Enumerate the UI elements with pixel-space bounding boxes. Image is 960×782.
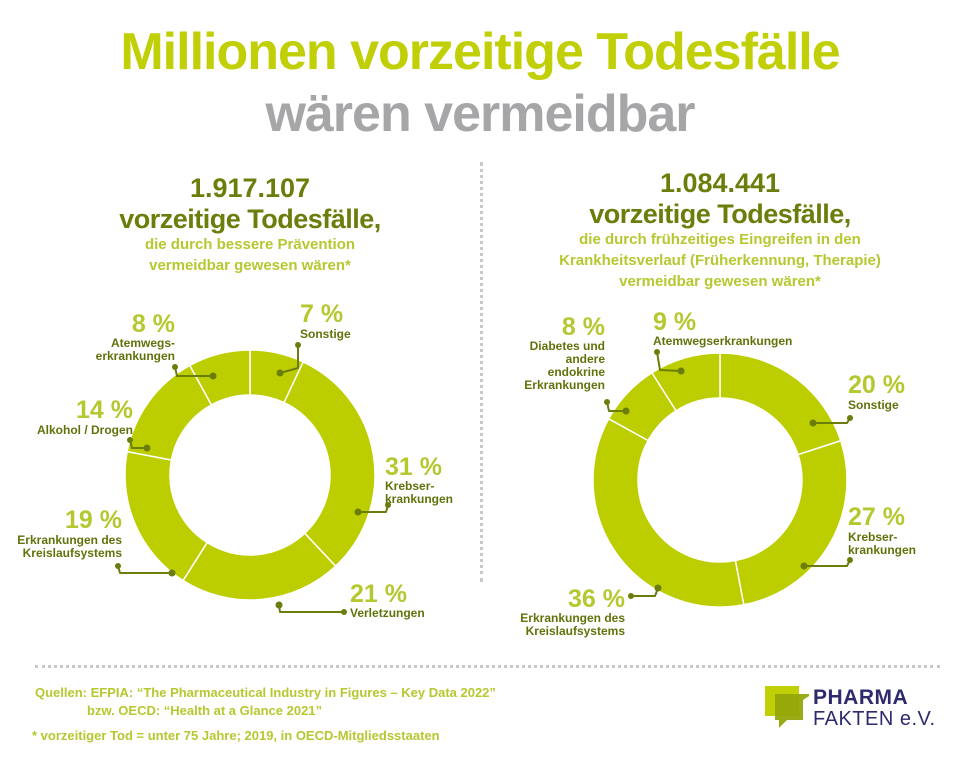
leader-dot (628, 593, 634, 599)
donut-segment-krebserkrankungen (283, 360, 376, 568)
leader-dot (341, 609, 347, 615)
sources-line-1: Quellen: EFPIA: “The Pharmaceutical Indu… (35, 685, 496, 700)
leader-dot (800, 562, 808, 570)
sources: Quellen: EFPIA: “The Pharmaceutical Indu… (35, 684, 496, 720)
donut-segment-erkrankungen-des-kreislaufsystems (124, 450, 209, 582)
slice-category-label: Kreislaufsystems (23, 546, 123, 560)
right-count: 1.084.441 (659, 168, 781, 198)
slice-category-label: krankungen (848, 543, 916, 557)
slice-category-label: krankungen (385, 492, 453, 506)
leader-dot (847, 415, 853, 421)
leader-dot (143, 444, 151, 452)
leader-line (606, 401, 626, 412)
slice-percent-label: 20 % (848, 371, 905, 399)
leader-line (174, 366, 213, 377)
donut-segment-sonstige (719, 352, 842, 456)
left-count: 1.917.107 (189, 173, 311, 203)
slice-category-label: Erkrankungen des (520, 611, 625, 625)
leader-dot (127, 437, 133, 443)
slice-percent-label: 19 % (65, 506, 122, 534)
slice-category-label: Sonstige (848, 398, 899, 412)
leader-dot (275, 601, 283, 609)
slice-percent-label: 9 % (653, 308, 696, 336)
leader-dot (847, 557, 853, 563)
donut-segment-krebserkrankungen (734, 439, 848, 606)
title-line-1: Millionen vorzeitige Todesfälle (120, 23, 840, 81)
leader-dot (677, 367, 685, 375)
right-subtitle-1: die durch frühzeitiges Eingreifen in den (579, 231, 861, 248)
footnote: * vorzeitiger Tod = unter 75 Jahre; 2019… (32, 728, 440, 743)
slice-category-label: Atemwegs- (111, 336, 175, 350)
slice-category-label: Atemwegserkrankungen (653, 334, 792, 348)
slice-category-label: erkrankungen (96, 349, 175, 363)
leader-dot (385, 502, 391, 508)
left-subtitle-2: vermeidbar gewesen wären* (149, 257, 351, 274)
sources-line-2: bzw. OECD: “Health at a Glance 2021” (87, 703, 323, 718)
slice-category-label: Kreislaufsystems (526, 624, 626, 638)
leader-line (117, 565, 172, 574)
left-panel-header: 1.917.107 vorzeitige Todesfälle, die dur… (40, 172, 460, 276)
leader-dot (604, 399, 610, 405)
right-subtitle-3: vermeidbar gewesen wären* (619, 273, 821, 290)
slice-percent-label: 21 % (350, 580, 407, 608)
slice-category-label: endokrine (548, 365, 606, 379)
speech-bubbles-icon (765, 686, 809, 728)
slice-category-label: Erkrankungen des (17, 533, 122, 547)
slice-percent-label: 7 % (300, 300, 343, 328)
logo-text-pharma: PHARMA (813, 686, 909, 709)
slice-category-label: Erkrankungen (524, 378, 605, 392)
leader-dot (276, 369, 284, 377)
slice-percent-label: 8 % (562, 313, 605, 341)
right-subtitle-2: Krankheitsverlauf (Früherkennung, Therap… (559, 252, 881, 269)
slice-category-label: Verletzungen (350, 606, 425, 620)
slice-percent-label: 27 % (848, 503, 905, 531)
slice-category-label: Diabetes und (530, 339, 605, 353)
leader-line (278, 604, 344, 613)
leader-dot (115, 563, 121, 569)
slice-percent-label: 36 % (568, 585, 625, 613)
leader-dot (622, 407, 630, 415)
slice-category-label: Alkohol / Drogen (37, 423, 133, 437)
leader-dot (654, 349, 660, 355)
logo-text-fakten: FAKTEN e.V. (813, 708, 936, 730)
left-count-label: vorzeitige Todesfälle, (119, 204, 381, 234)
slice-category-label: Krebser- (848, 530, 897, 544)
donut-segment-atemwegserkrankungen (650, 352, 721, 412)
leader-dot (354, 508, 362, 516)
slice-category-label: Krebser- (385, 479, 434, 493)
leader-line (279, 345, 299, 374)
title-line-2: wären vermeidbar (265, 85, 695, 143)
leader-dot (172, 364, 178, 370)
donut-prevention: 7 %Sonstige 31 %Krebser-krankungen 21 %Ver… (17, 300, 453, 620)
leader-line (656, 351, 682, 372)
slice-percent-label: 31 % (385, 453, 442, 481)
pharma-fakten-logo: PHARMA FAKTEN e.V. (765, 684, 945, 734)
slice-percent-label: 14 % (76, 396, 133, 424)
leader-dot (809, 419, 817, 427)
slice-category-label: Sonstige (300, 327, 351, 341)
slice-percent-label: 8 % (132, 310, 175, 338)
leader-dot (209, 372, 217, 380)
right-panel-header: 1.084.441 vorzeitige Todesfälle, die dur… (500, 167, 940, 292)
slice-category-label: andere (566, 352, 606, 366)
leader-dot (654, 584, 662, 592)
donut-segment-erkrankungen-des-kreislaufsystems (592, 417, 745, 608)
left-subtitle-1: die durch bessere Prävention (144, 236, 356, 253)
donut-segment-atemwegserkrankungen (188, 349, 251, 406)
vertical-divider (480, 162, 483, 582)
horizontal-divider (35, 665, 940, 668)
leader-dot (295, 342, 301, 348)
leader-dot (168, 569, 176, 577)
right-count-label: vorzeitige Todesfälle, (589, 199, 851, 229)
